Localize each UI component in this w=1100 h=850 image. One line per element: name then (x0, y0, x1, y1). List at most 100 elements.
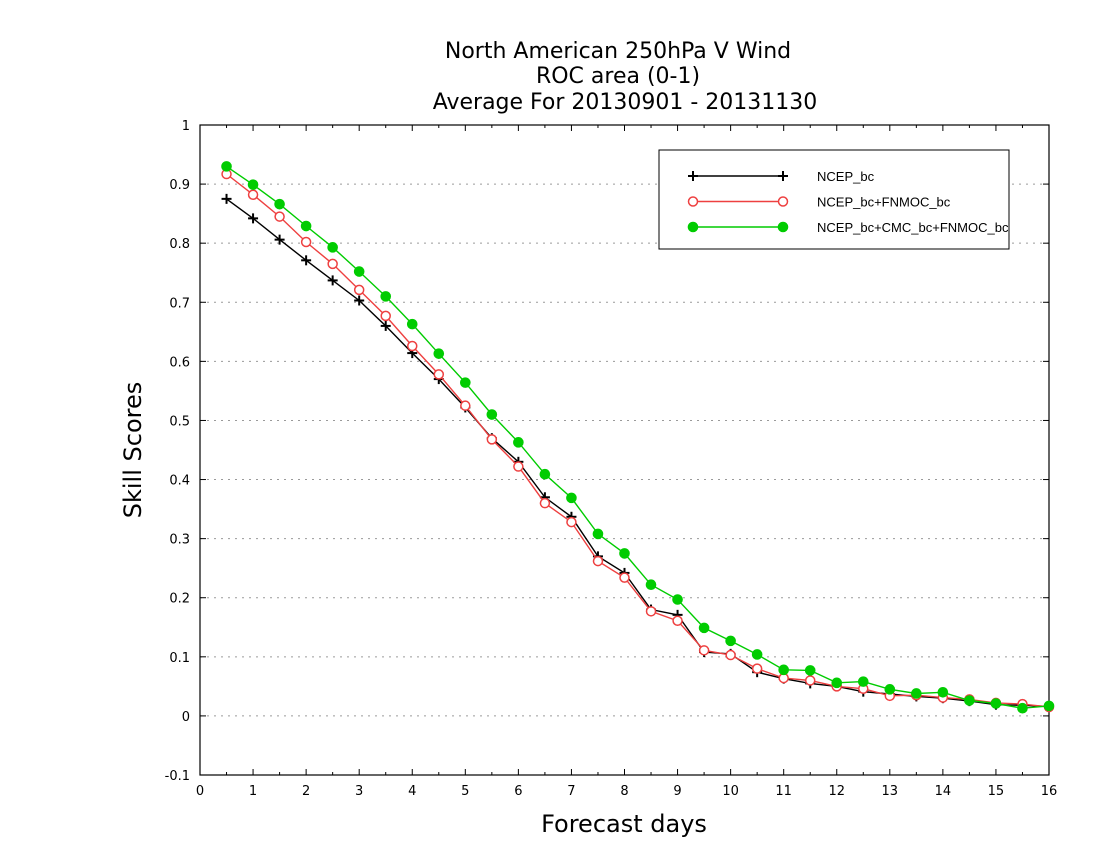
data-point-circle (300, 236, 312, 248)
x-tick-label: 5 (461, 784, 469, 799)
x-tick-label: 1 (249, 784, 257, 799)
x-tick-label: 9 (673, 784, 681, 799)
data-point-plus (301, 255, 312, 266)
data-point-dot (857, 676, 869, 687)
data-point-circle (804, 675, 816, 686)
y-tick-label: 0.3 (169, 533, 190, 548)
data-point-dot (804, 665, 816, 676)
data-point-dot (406, 318, 418, 330)
data-point-circle (687, 196, 699, 207)
data-point-circle (566, 516, 577, 528)
chart-title-line-2: ROC area (0-1) (536, 64, 700, 89)
data-point-dot (751, 649, 763, 660)
series-0 (221, 193, 1054, 712)
x-tick-label: 11 (775, 784, 792, 799)
data-point-dot (687, 221, 699, 233)
data-point-dot (937, 686, 949, 698)
series-lines (221, 161, 1055, 714)
data-point-dot (353, 266, 365, 277)
data-point-plus (778, 171, 788, 181)
data-point-plus (248, 213, 259, 224)
data-point-dot (725, 635, 736, 647)
data-point-plus (327, 275, 338, 286)
data-point-circle (777, 196, 789, 207)
data-point-circle (327, 258, 338, 270)
x-tick-label: 10 (722, 784, 739, 799)
x-tick-label: 0 (196, 784, 204, 799)
data-point-circle (247, 189, 259, 200)
data-point-plus (688, 171, 698, 181)
legend-entry: NCEP_bc+CMC_bc+FNMOC_bc (687, 220, 1009, 235)
y-tick-label: 0.6 (169, 355, 190, 370)
data-point-circle (645, 606, 657, 617)
data-point-circle (698, 645, 710, 656)
legend: NCEP_bc NCEP_bc+FNMOC_bc NCEP_bc+CMC_bc+FN… (658, 149, 1010, 250)
x-axis-label: Forecast days (541, 810, 707, 838)
data-point-dot (619, 548, 630, 559)
series-2 (221, 161, 1055, 714)
data-point-dot (247, 179, 259, 190)
x-tick-label: 15 (988, 784, 1005, 799)
data-point-circle (486, 434, 498, 445)
legend-entry: NCEP_bc+FNMOC_bc (687, 195, 951, 210)
data-point-dot (698, 622, 710, 634)
data-point-plus (354, 295, 365, 306)
y-tick-label: 0 (182, 710, 190, 725)
y-tick-label: 0.7 (169, 296, 190, 311)
data-point-dot (274, 198, 285, 210)
x-tick-label: 2 (302, 784, 310, 799)
data-point-circle (513, 461, 524, 472)
y-axis-label: Skill Scores (119, 382, 147, 519)
data-point-dot (645, 579, 657, 591)
grid (200, 183, 1049, 717)
data-point-circle (460, 400, 471, 411)
data-point-dot (380, 291, 392, 302)
y-tick-label: 0.2 (169, 592, 190, 607)
data-point-dot (566, 492, 577, 504)
y-tick-label: 1 (182, 119, 190, 134)
data-point-circle (592, 555, 604, 567)
data-point-dot (592, 528, 604, 540)
data-point-circle (274, 211, 285, 222)
series-1 (221, 168, 1055, 713)
data-point-dot (884, 684, 896, 695)
data-point-circle (353, 284, 365, 296)
y-tick-label: 0.8 (169, 237, 190, 252)
data-point-dot (1043, 700, 1055, 712)
x-tick-label: 6 (514, 784, 522, 799)
x-tick-label: 7 (567, 784, 575, 799)
data-point-circle (380, 310, 391, 322)
y-tick-label: 0.9 (169, 178, 190, 193)
data-point-dot (300, 220, 312, 232)
data-point-circle (539, 497, 551, 509)
data-point-dot (964, 695, 975, 706)
chart-title-line-3: Average For 20130901 - 20131130 (433, 90, 818, 115)
legend-box (658, 149, 1010, 250)
data-point-plus (221, 193, 232, 204)
data-point-dot (221, 161, 232, 172)
data-point-dot (778, 664, 789, 676)
data-point-plus (380, 320, 391, 331)
data-point-dot (327, 242, 338, 253)
data-point-circle (433, 369, 445, 380)
legend-label: NCEP_bc (817, 169, 875, 184)
x-tick-label: 8 (620, 784, 628, 799)
data-point-circle (725, 649, 736, 661)
data-point-dot (831, 677, 843, 689)
legend-label: NCEP_bc+CMC_bc+FNMOC_bc (817, 220, 1009, 235)
data-point-dot (911, 688, 922, 699)
data-point-dot (672, 594, 683, 605)
legend-label: NCEP_bc+FNMOC_bc (817, 195, 951, 210)
data-point-circle (751, 663, 763, 674)
x-tick-label: 12 (828, 784, 845, 799)
chart-title: North American 250hPa V Wind ROC area (0… (433, 39, 818, 115)
data-point-dot (513, 437, 524, 448)
series-line (226, 173, 1050, 708)
x-tick-label: 16 (1041, 784, 1058, 799)
x-tick-label: 13 (882, 784, 899, 799)
data-point-dot (990, 698, 1002, 709)
y-tick-label: -0.1 (165, 769, 190, 784)
legend-entry: NCEP_bc (688, 169, 875, 184)
data-point-dot (486, 409, 498, 420)
